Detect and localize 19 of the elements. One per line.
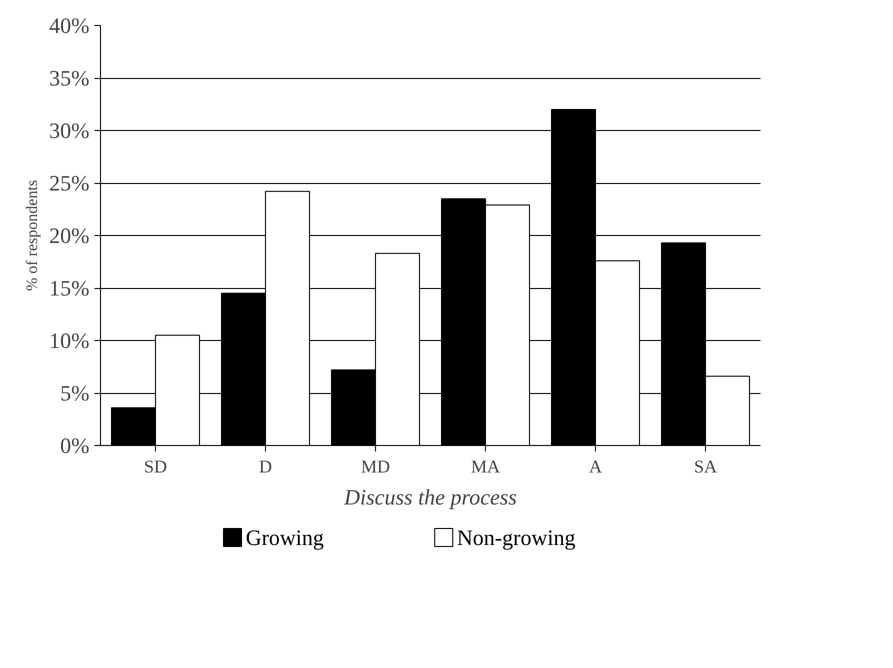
y-tick-label: 35% (49, 66, 90, 90)
y-tick-label: 20% (49, 223, 90, 248)
y-tick-label: 0% (60, 433, 90, 458)
y-tick-label: 15% (49, 276, 90, 300)
x-tick-label: A (589, 456, 602, 476)
y-axis-title: % of respondents (24, 180, 42, 292)
x-tick-label: D (259, 456, 272, 476)
y-tick-label: 40% (49, 13, 90, 38)
y-tick-label: 5% (60, 380, 90, 406)
x-tick-label: SD (144, 456, 168, 476)
x-tick-label: SA (694, 456, 718, 476)
legend-label: Non-growing (456, 525, 576, 550)
x-axis-title: Discuss the process (343, 484, 517, 510)
y-tick-label: 10% (49, 328, 90, 353)
y-tick-label: 30% (49, 118, 90, 143)
legend-label: Growing (246, 525, 324, 550)
x-tick-label: MA (471, 456, 500, 476)
y-tick-label: 25% (49, 170, 90, 196)
x-tick-label: MD (361, 456, 390, 476)
